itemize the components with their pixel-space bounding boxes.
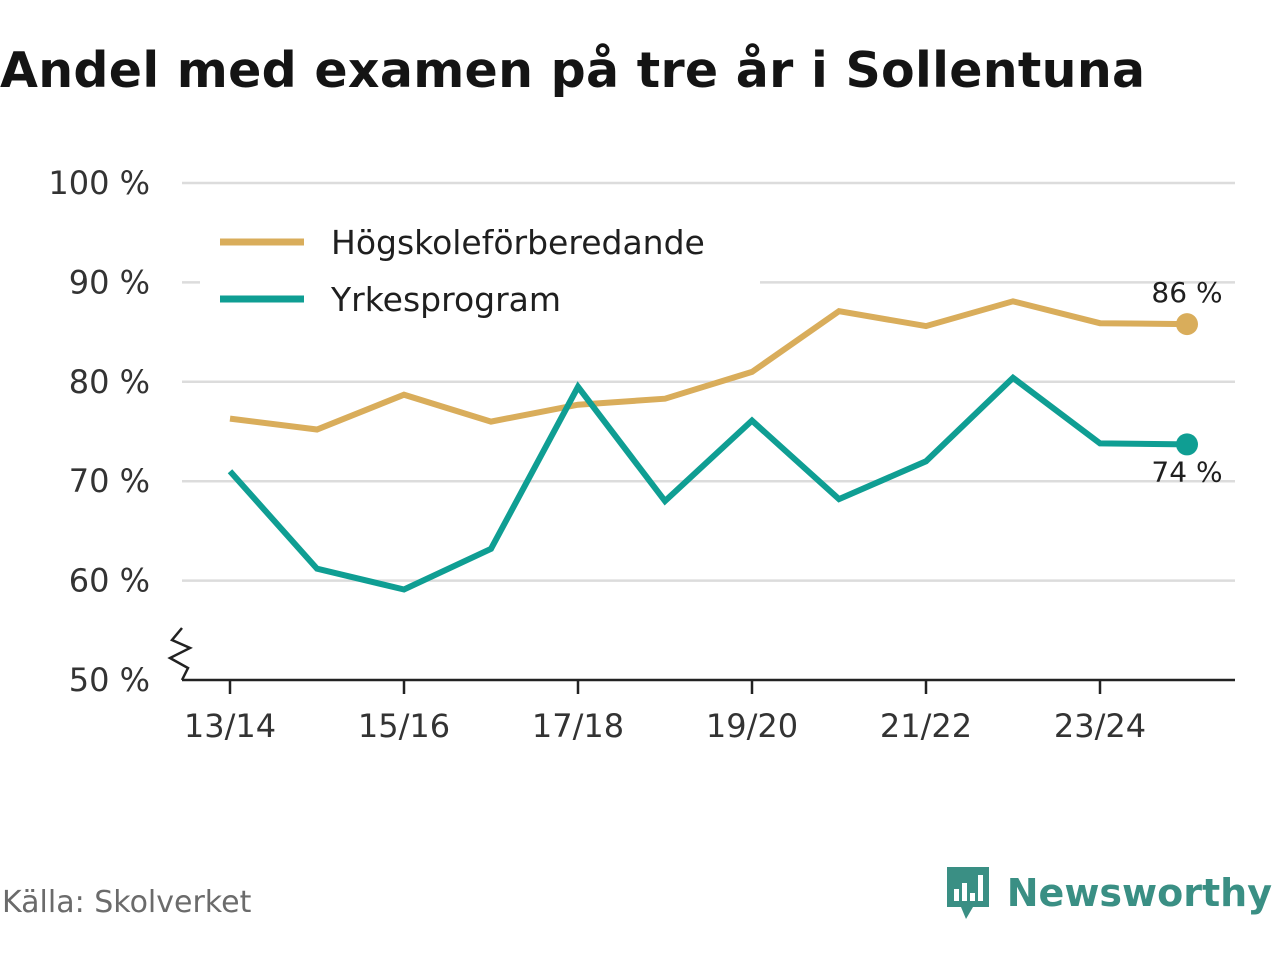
y-tick-label: 60 % (69, 562, 150, 600)
line-chart: 50 % 60 % 70 % 80 % 90 % 100 % 13/14 15/16 17/18… (48, 164, 1235, 745)
y-tick-label: 50 % (69, 661, 150, 699)
series-line-yrkesprogram (227, 373, 1188, 593)
x-tick-label: 17/18 (532, 707, 624, 745)
brand[interactable]: Newsworthy (943, 863, 1272, 923)
x-tick-label: 19/20 (706, 707, 798, 745)
series-line-hogskoleforberedande (229, 298, 1188, 433)
legend-label: Yrkesprogram (330, 280, 561, 319)
y-tick-label: 90 % (69, 263, 150, 301)
end-label: 86 % (1151, 276, 1222, 309)
y-tick-label: 100 % (48, 164, 150, 202)
series-lines (227, 298, 1198, 593)
axis-break-icon (167, 627, 193, 681)
y-tick-label: 80 % (69, 363, 150, 401)
chart-title: Andel med examen på tre år i Sollentuna (0, 42, 1146, 99)
axes: 50 % 60 % 70 % 80 % 90 % 100 % 13/14 15/16 17/18… (48, 164, 1235, 745)
end-point-marker (1176, 313, 1198, 336)
x-tick-label: 13/14 (184, 707, 276, 745)
x-tick-label: 15/16 (358, 707, 450, 745)
end-label: 74 % (1151, 455, 1222, 488)
end-point-marker (1176, 433, 1198, 456)
end-labels: 86 % 74 % (1151, 276, 1222, 488)
source-note: Källa: Skolverket (2, 885, 252, 920)
x-tick-label: 21/22 (880, 707, 972, 745)
newsworthy-logo-icon (946, 867, 989, 919)
legend-label: Högskoleförberedande (331, 223, 705, 262)
x-tick-label: 23/24 (1054, 707, 1146, 745)
brand-name: Newsworthy (1006, 871, 1272, 915)
legend: Högskoleförberedande Yrkesprogram (200, 205, 760, 330)
y-tick-label: 70 % (69, 462, 150, 500)
legend-background (200, 205, 760, 330)
